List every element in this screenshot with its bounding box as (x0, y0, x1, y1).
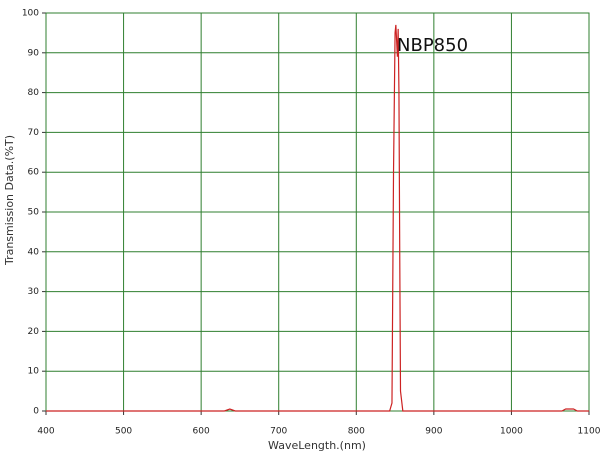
x-axis-label: WaveLength.(nm) (268, 439, 366, 452)
y-tick-label: 80 (28, 88, 40, 98)
data-line (46, 24, 589, 412)
y-tick-label: 0 (33, 407, 39, 417)
x-tick-label: 600 (193, 427, 210, 437)
y-tick-label: 50 (28, 208, 40, 218)
x-tick-label: 900 (425, 427, 442, 437)
y-tick-label: 40 (28, 247, 40, 257)
y-tick-label: 100 (22, 9, 39, 19)
x-tick-label: 1100 (578, 427, 600, 437)
y-tick-label: 10 (28, 367, 40, 377)
y-tick-label: 20 (28, 327, 40, 337)
y-axis-label: Transmission Data.(%T) (3, 135, 16, 266)
y-tick-label: 30 (28, 287, 40, 297)
x-tick-label: 500 (115, 427, 132, 437)
x-tick-label: 700 (270, 427, 287, 437)
x-tick-label: 1000 (500, 427, 523, 437)
annotation: NBP850 (397, 35, 468, 56)
y-tick-label: 90 (28, 48, 40, 58)
y-tick-label: 70 (28, 128, 40, 138)
x-tick-label: 800 (348, 427, 365, 437)
y-tick-label: 60 (28, 168, 40, 178)
x-tick-label: 400 (37, 427, 54, 437)
